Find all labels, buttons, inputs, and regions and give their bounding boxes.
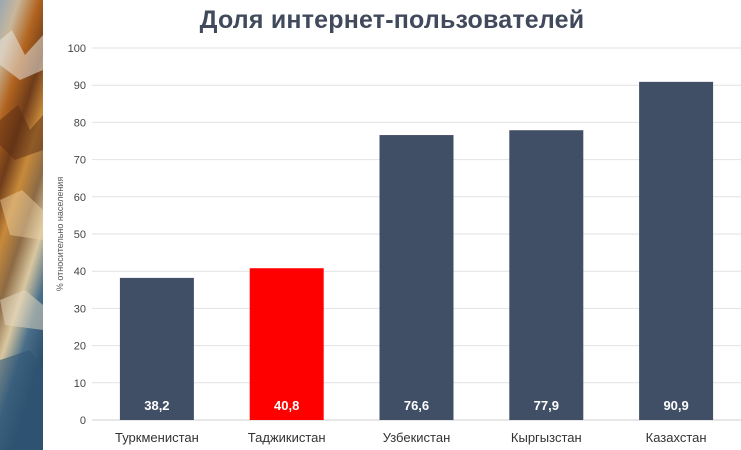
y-tick-label: 100: [68, 43, 86, 55]
bar-value-label: 76,6: [404, 398, 429, 413]
y-tick-label: 90: [74, 80, 86, 92]
y-axis-tick-labels: 0 10 20 30 40 50 60 70 80 90 100: [68, 43, 86, 427]
y-tick-label: 50: [74, 229, 86, 241]
y-tick-label: 60: [74, 192, 86, 204]
bar: [379, 135, 454, 420]
chart-title: Доля интернет-пользователей: [199, 6, 585, 34]
y-axis-title: % относительно населения: [55, 177, 65, 292]
y-tick-label: 30: [74, 303, 86, 315]
x-category-label: Кыргызстан: [511, 430, 582, 445]
x-category-label: Казахстан: [646, 430, 707, 445]
bar: [249, 268, 324, 420]
bar-value-label: 77,9: [534, 398, 559, 413]
y-tick-label: 40: [74, 266, 86, 278]
y-tick-label: 0: [80, 415, 86, 427]
bars: [119, 81, 714, 421]
y-tick-label: 70: [74, 155, 86, 167]
bar: [119, 277, 194, 420]
bar: [639, 81, 714, 421]
bar: [509, 130, 584, 420]
x-category-label: Узбекистан: [383, 430, 451, 445]
y-tick-label: 10: [74, 378, 86, 390]
x-category-label: Таджикистан: [248, 430, 326, 445]
terrain-map-image: [0, 0, 43, 450]
bar-value-label: 40,8: [274, 398, 299, 413]
y-tick-label: 80: [74, 117, 86, 129]
bar-value-label: 90,9: [663, 398, 688, 413]
bar-value-label: 38,2: [144, 398, 169, 413]
value-labels: 38,2 40,8 76,6 77,9 90,9: [144, 398, 689, 413]
x-axis-category-labels: Туркменистан Таджикистан Узбекистан Кыргызс…: [115, 430, 707, 445]
x-category-label: Туркменистан: [115, 430, 199, 445]
y-tick-label: 20: [74, 341, 86, 353]
